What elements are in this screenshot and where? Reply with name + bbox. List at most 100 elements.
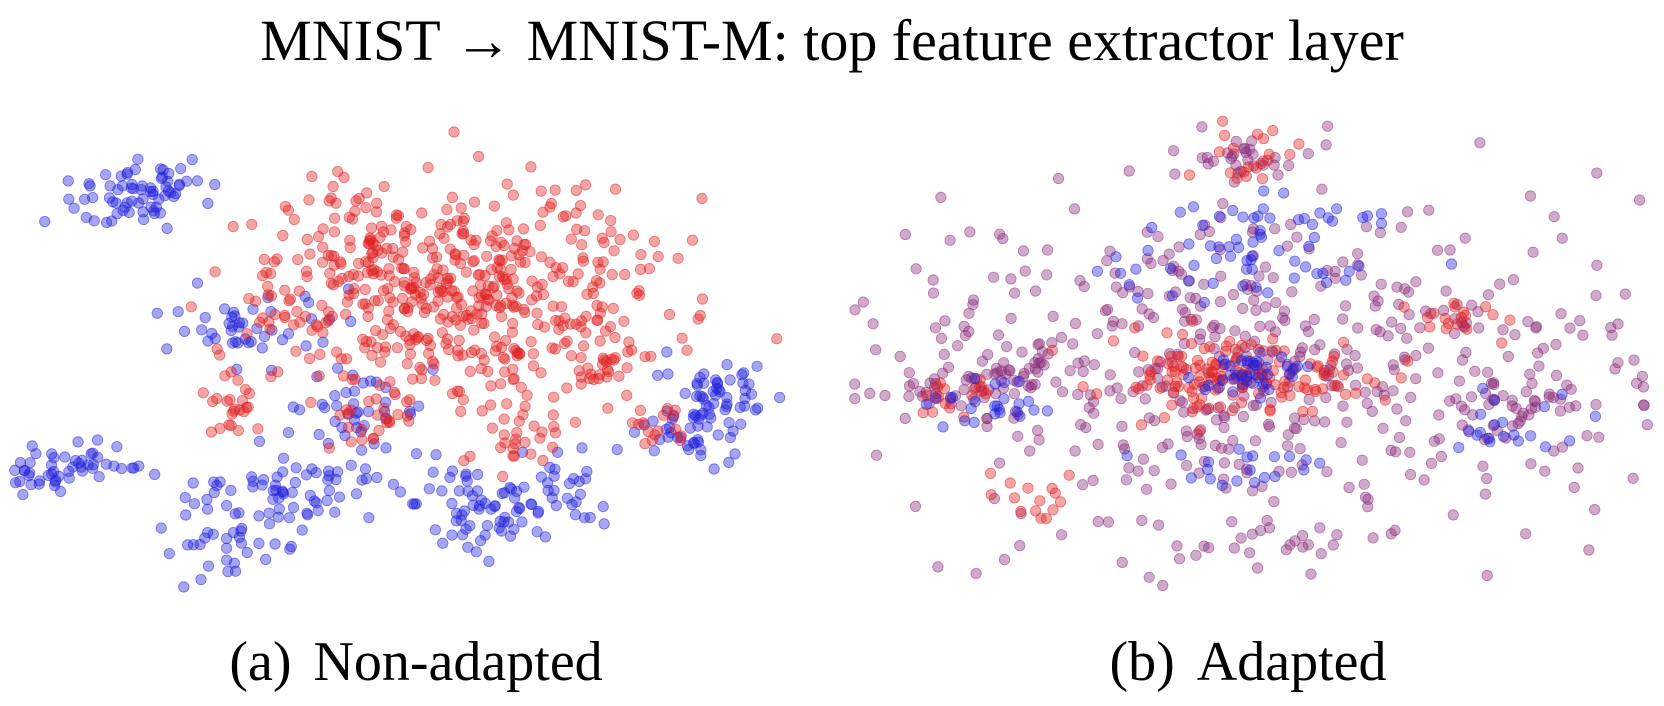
- scatter-point-source-358: [505, 483, 517, 495]
- scatter-point-mixed-508: [907, 377, 919, 390]
- scatter-point-mixed-127: [1583, 544, 1595, 556]
- scatter-point-source-1027: [1268, 451, 1280, 463]
- scatter-point-target-956: [360, 202, 372, 214]
- scatter-point-target-703: [460, 266, 472, 278]
- scatter-point-target-1086: [525, 448, 537, 460]
- scatter-point-target-657: [350, 195, 362, 207]
- scatter-point-mixed-80: [1236, 302, 1249, 315]
- scatter-point-target-1110: [626, 417, 639, 429]
- scatter-point-source-49: [33, 478, 45, 490]
- caption-text-b: Adapted: [1196, 631, 1387, 693]
- scatter-point-source-274: [316, 398, 328, 410]
- scatter-point-mixed-1: [1374, 227, 1386, 239]
- scatter-point-source-881: [1247, 357, 1259, 369]
- scatter-point-source-315: [481, 519, 493, 532]
- scatter-point-target-825: [567, 276, 579, 288]
- scatter-point-source-474: [695, 449, 707, 462]
- scatter-point-target-726: [526, 294, 538, 306]
- scatter-point-target-533: [580, 310, 592, 322]
- scatter-point-mixed-494: [1612, 318, 1624, 330]
- scatter-point-target-794: [1284, 148, 1296, 161]
- scatter-point-target-1120: [294, 316, 306, 328]
- scatter-point-source-916: [1254, 225, 1266, 237]
- scatter-point-source-26: [93, 471, 105, 483]
- scatter-point-source-957: [1262, 287, 1274, 299]
- scatter-point-source-1031: [1247, 450, 1259, 462]
- scatter-point-source-149: [100, 169, 112, 181]
- scatter-point-target-843: [1448, 297, 1460, 309]
- scatter-point-mixed-205: [1042, 244, 1054, 256]
- scatter-point-target-612: [488, 280, 500, 292]
- scatter-point-mixed-436: [1056, 529, 1068, 541]
- scatter-point-mixed-634: [1243, 547, 1256, 559]
- scatter-point-target-677: [614, 233, 626, 246]
- scatter-point-source-978: [1013, 398, 1025, 410]
- scatter-point-target-572: [607, 302, 619, 314]
- scatter-point-target-687: [422, 332, 434, 345]
- scatter-point-mixed-438: [952, 340, 964, 352]
- scatter-point-source-99: [202, 526, 214, 539]
- scatter-point-source-245: [312, 504, 324, 517]
- scatter-point-target-975: [382, 283, 394, 295]
- scatter-point-target-764: [346, 373, 358, 386]
- scatter-point-mixed-427: [1270, 297, 1282, 309]
- scatter-point-target-904: [277, 229, 289, 242]
- scatter-point-mixed-166: [1148, 465, 1160, 477]
- scatter-point-source-914: [1213, 210, 1225, 223]
- scatter-point-source-1029: [1269, 470, 1281, 483]
- scatter-point-source-375: [579, 473, 592, 485]
- scatter-point-mixed-447: [1524, 190, 1537, 202]
- scatter-point-target-888: [446, 311, 458, 323]
- scatter-point-target-743: [1220, 340, 1232, 352]
- scatter-point-source-65: [221, 499, 233, 512]
- scatter-point-target-868: [547, 391, 560, 403]
- scatter-point-target-848: [1015, 505, 1027, 517]
- scatter-point-mixed-46: [1285, 466, 1297, 478]
- scatter-point-target-901: [437, 285, 449, 298]
- scatter-point-source-93: [179, 491, 191, 504]
- scatter-point-source-987: [969, 395, 981, 408]
- scatter-point-target-677: [1379, 394, 1391, 406]
- scatter-point-mixed-349: [870, 344, 882, 356]
- scatter-point-mixed-563: [1487, 377, 1500, 389]
- scatter-point-target-1065: [527, 360, 540, 372]
- scatter-point-mixed-173: [1375, 278, 1387, 290]
- caption-text-a: Non-adapted: [313, 631, 603, 693]
- scatter-point-source-240: [322, 465, 335, 477]
- scatter-point-target-974: [359, 298, 371, 310]
- scatter-point-target-693: [481, 250, 493, 262]
- scatter-point-source-1010: [1538, 401, 1551, 413]
- scatter-point-source-1016: [1488, 394, 1501, 406]
- scatter-point-mixed-207: [1641, 419, 1653, 431]
- scatter-panel-adapted: [832, 105, 1664, 605]
- scatter-point-mixed-576: [1506, 394, 1518, 406]
- scatter-point-mixed-445: [1088, 359, 1100, 371]
- scatter-point-target-823: [547, 271, 559, 283]
- scatter-point-mixed-140: [1371, 385, 1383, 398]
- scatter-point-source-318: [462, 541, 474, 553]
- scatter-point-source-51: [253, 537, 265, 549]
- scatter-point-target-1071: [498, 429, 510, 441]
- scatter-point-source-171: [122, 166, 134, 179]
- scatter-point-source-1022: [1248, 476, 1261, 489]
- scatter-point-source-927: [1114, 267, 1127, 279]
- scatter-point-source-81: [221, 542, 233, 554]
- scatter-point-source-973: [998, 393, 1010, 405]
- scatter-point-source-339: [513, 502, 526, 515]
- scatter-point-source-944: [1182, 275, 1195, 287]
- scatter-point-target-495: [329, 212, 341, 224]
- scatter-point-target-844: [599, 325, 612, 337]
- scatter-point-target-804: [535, 367, 547, 379]
- scatter-point-source-248: [287, 501, 300, 514]
- scatter-point-mixed-41: [1497, 324, 1509, 336]
- scatter-point-target-970: [426, 252, 439, 264]
- scatter-point-target-1127: [279, 311, 291, 324]
- scatter-point-mixed-203: [1377, 422, 1389, 434]
- scatter-point-mixed-562: [1528, 394, 1540, 406]
- scatter-point-target-773: [1395, 372, 1407, 384]
- scatter-point-source-18: [92, 434, 104, 446]
- scatter-point-source-210: [228, 306, 240, 318]
- scatter-point-source-307: [437, 537, 449, 549]
- scatter-point-target-982: [364, 232, 376, 244]
- scatter-point-mixed-618: [1190, 549, 1202, 561]
